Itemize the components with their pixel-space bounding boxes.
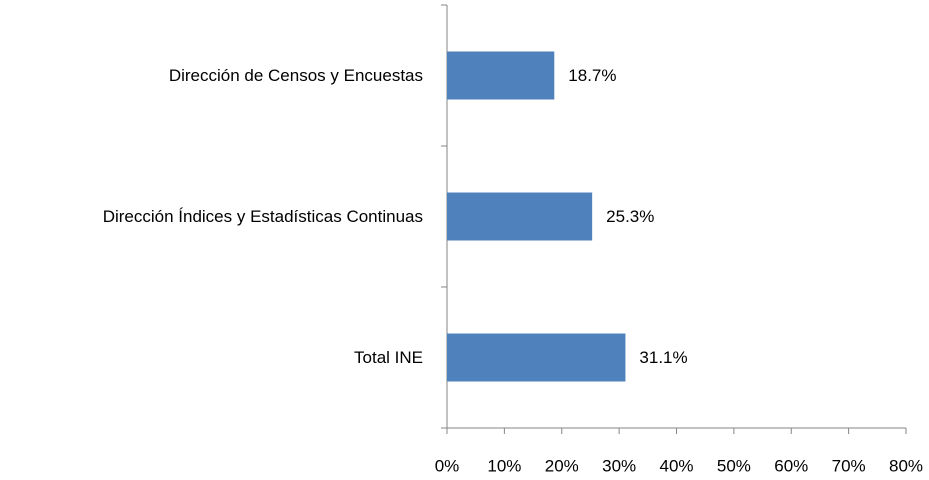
bar xyxy=(447,192,593,241)
y-tick-label: Dirección Índices y Estadísticas Continu… xyxy=(103,207,423,226)
x-tick-label: 50% xyxy=(717,456,751,475)
x-tick-label: 40% xyxy=(659,456,693,475)
y-tick-label: Total INE xyxy=(354,348,423,367)
x-tick-label: 0% xyxy=(435,456,460,475)
x-tick-label: 80% xyxy=(889,456,923,475)
x-tick-label: 20% xyxy=(545,456,579,475)
data-label: 25.3% xyxy=(606,207,654,226)
data-label: 31.1% xyxy=(639,348,687,367)
x-tick-label: 10% xyxy=(487,456,521,475)
x-tick-label: 70% xyxy=(832,456,866,475)
x-tick-label: 60% xyxy=(774,456,808,475)
data-label: 18.7% xyxy=(568,66,616,85)
bar xyxy=(447,333,626,382)
y-tick-label: Dirección de Censos y Encuestas xyxy=(169,66,423,85)
x-tick-label: 30% xyxy=(602,456,636,475)
bar xyxy=(447,51,555,100)
